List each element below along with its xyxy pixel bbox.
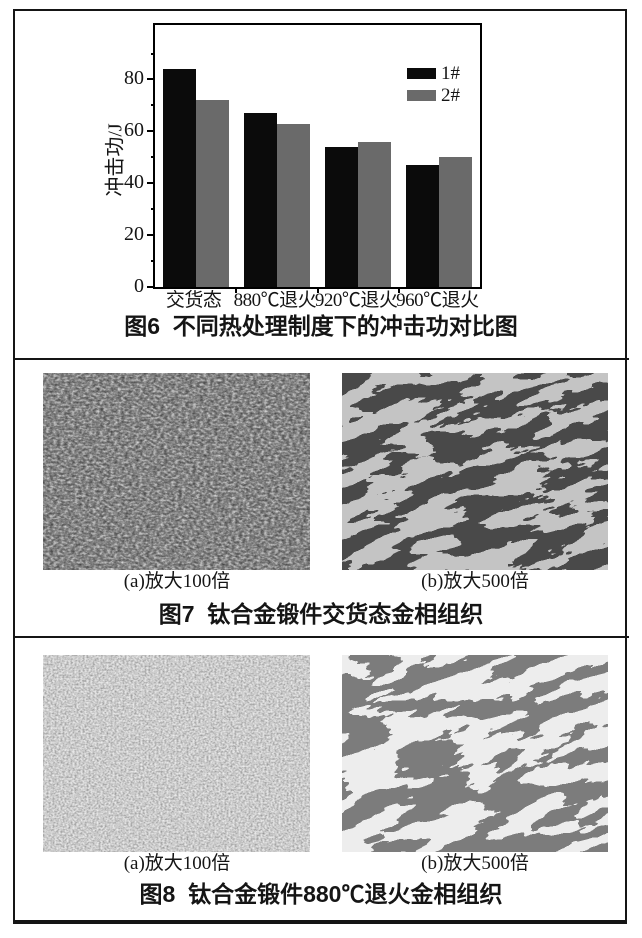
x-tick-label: 960℃退火 xyxy=(396,290,479,311)
legend-item: 2# xyxy=(407,86,460,105)
bar-1# xyxy=(406,165,440,287)
y-tick-label: 80 xyxy=(124,67,144,90)
bar-2# xyxy=(195,100,229,287)
y-tick-label: 40 xyxy=(124,171,144,194)
y-tick-label: 0 xyxy=(134,275,144,297)
bar-2# xyxy=(439,157,473,287)
figure8-caption: 图8 钛合金锻件880℃退火金相组织 xyxy=(139,881,503,907)
y-tick xyxy=(147,78,155,81)
figure8-panel-a-label: (a)放大100倍 xyxy=(123,853,231,874)
x-tick xyxy=(316,287,319,293)
micrograph-texture-500x xyxy=(342,373,608,570)
bar-1# xyxy=(325,146,359,287)
page-border xyxy=(13,9,627,924)
y-minor-tick xyxy=(151,156,155,159)
bar-2# xyxy=(358,141,392,287)
legend-swatch xyxy=(407,90,436,101)
y-tick xyxy=(147,130,155,133)
section-divider xyxy=(13,358,629,360)
figure8-micrograph-b xyxy=(342,655,608,852)
legend-item: 1# xyxy=(407,64,460,83)
section-divider xyxy=(13,636,629,638)
x-tick xyxy=(235,287,238,293)
y-tick-label: 60 xyxy=(124,119,144,142)
chart-legend: 1# 2# xyxy=(407,64,460,108)
legend-label: 1# xyxy=(441,63,460,84)
figure7-micrograph-b xyxy=(342,373,608,570)
legend-label: 2# xyxy=(441,85,460,106)
x-tick-label: 880℃退火 xyxy=(233,290,317,311)
figure8-micrograph-a xyxy=(43,655,310,852)
x-tick-label: 交货态 xyxy=(165,290,222,311)
figure6-caption: 图6 不同热处理制度下的冲击功对比图 xyxy=(124,313,518,339)
y-tick xyxy=(147,182,155,185)
figure7-micrograph-a xyxy=(43,373,310,570)
x-tick xyxy=(397,287,400,293)
legend-swatch xyxy=(407,68,436,79)
chart-plot: 1# 2# 0 20 40 60 80 xyxy=(124,23,482,296)
micrograph-texture-100x xyxy=(43,373,310,570)
y-tick xyxy=(147,234,155,237)
bar-1# xyxy=(243,113,277,287)
y-minor-tick xyxy=(151,208,155,211)
micrograph-texture-500x xyxy=(342,655,608,852)
y-minor-tick xyxy=(151,104,155,107)
figure8-panel-b-label: (b)放大500倍 xyxy=(421,853,529,874)
x-tick-label: 920℃退火 xyxy=(314,290,398,311)
figure7-panel-b-label: (b)放大500倍 xyxy=(421,571,529,592)
y-tick-label: 20 xyxy=(124,223,144,246)
micrograph-texture-100x xyxy=(43,655,310,852)
y-tick xyxy=(147,286,155,288)
y-minor-tick xyxy=(151,260,155,263)
bar-1# xyxy=(162,69,196,287)
bar-2# xyxy=(276,123,310,287)
y-minor-tick xyxy=(151,52,155,55)
figure7-caption: 图7 钛合金锻件交货态金相组织 xyxy=(158,601,484,627)
figure7-panel-a-label: (a)放大100倍 xyxy=(123,571,231,592)
